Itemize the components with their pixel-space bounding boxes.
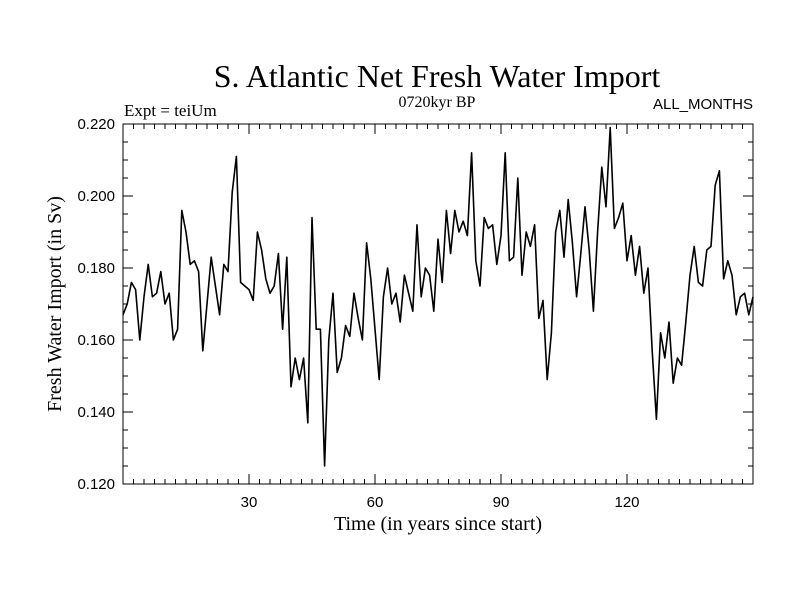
y-tick-label: 0.160 — [77, 332, 115, 349]
y-axis-label: Fresh Water Import (in Sv) — [44, 196, 66, 412]
axis-ticks — [122, 123, 754, 485]
x-tick-label: 30 — [241, 494, 258, 511]
y-tick-label: 0.180 — [77, 260, 115, 277]
y-tick-label: 0.220 — [77, 116, 115, 133]
y-tick-label: 0.200 — [77, 188, 115, 205]
x-axis-label: Time (in years since start) — [334, 513, 542, 535]
x-tick-label: 90 — [493, 494, 510, 511]
period-label: 0720kyr BP — [399, 94, 476, 111]
chart-title: S. Atlantic Net Fresh Water Import — [214, 58, 661, 94]
experiment-label: Expt = teiUm — [124, 101, 217, 120]
x-tick-label: 120 — [614, 494, 639, 511]
months-label: ALL_MONTHS — [653, 96, 753, 113]
x-tick-label: 60 — [367, 494, 384, 511]
x-tick-labels: 30 60 90 120 — [241, 494, 640, 511]
series-line — [122, 126, 754, 467]
y-tick-label: 0.140 — [77, 404, 115, 421]
y-tick-labels: 0.120 0.140 0.160 0.180 0.200 0.220 — [77, 116, 115, 493]
y-tick-label: 0.120 — [77, 476, 115, 493]
